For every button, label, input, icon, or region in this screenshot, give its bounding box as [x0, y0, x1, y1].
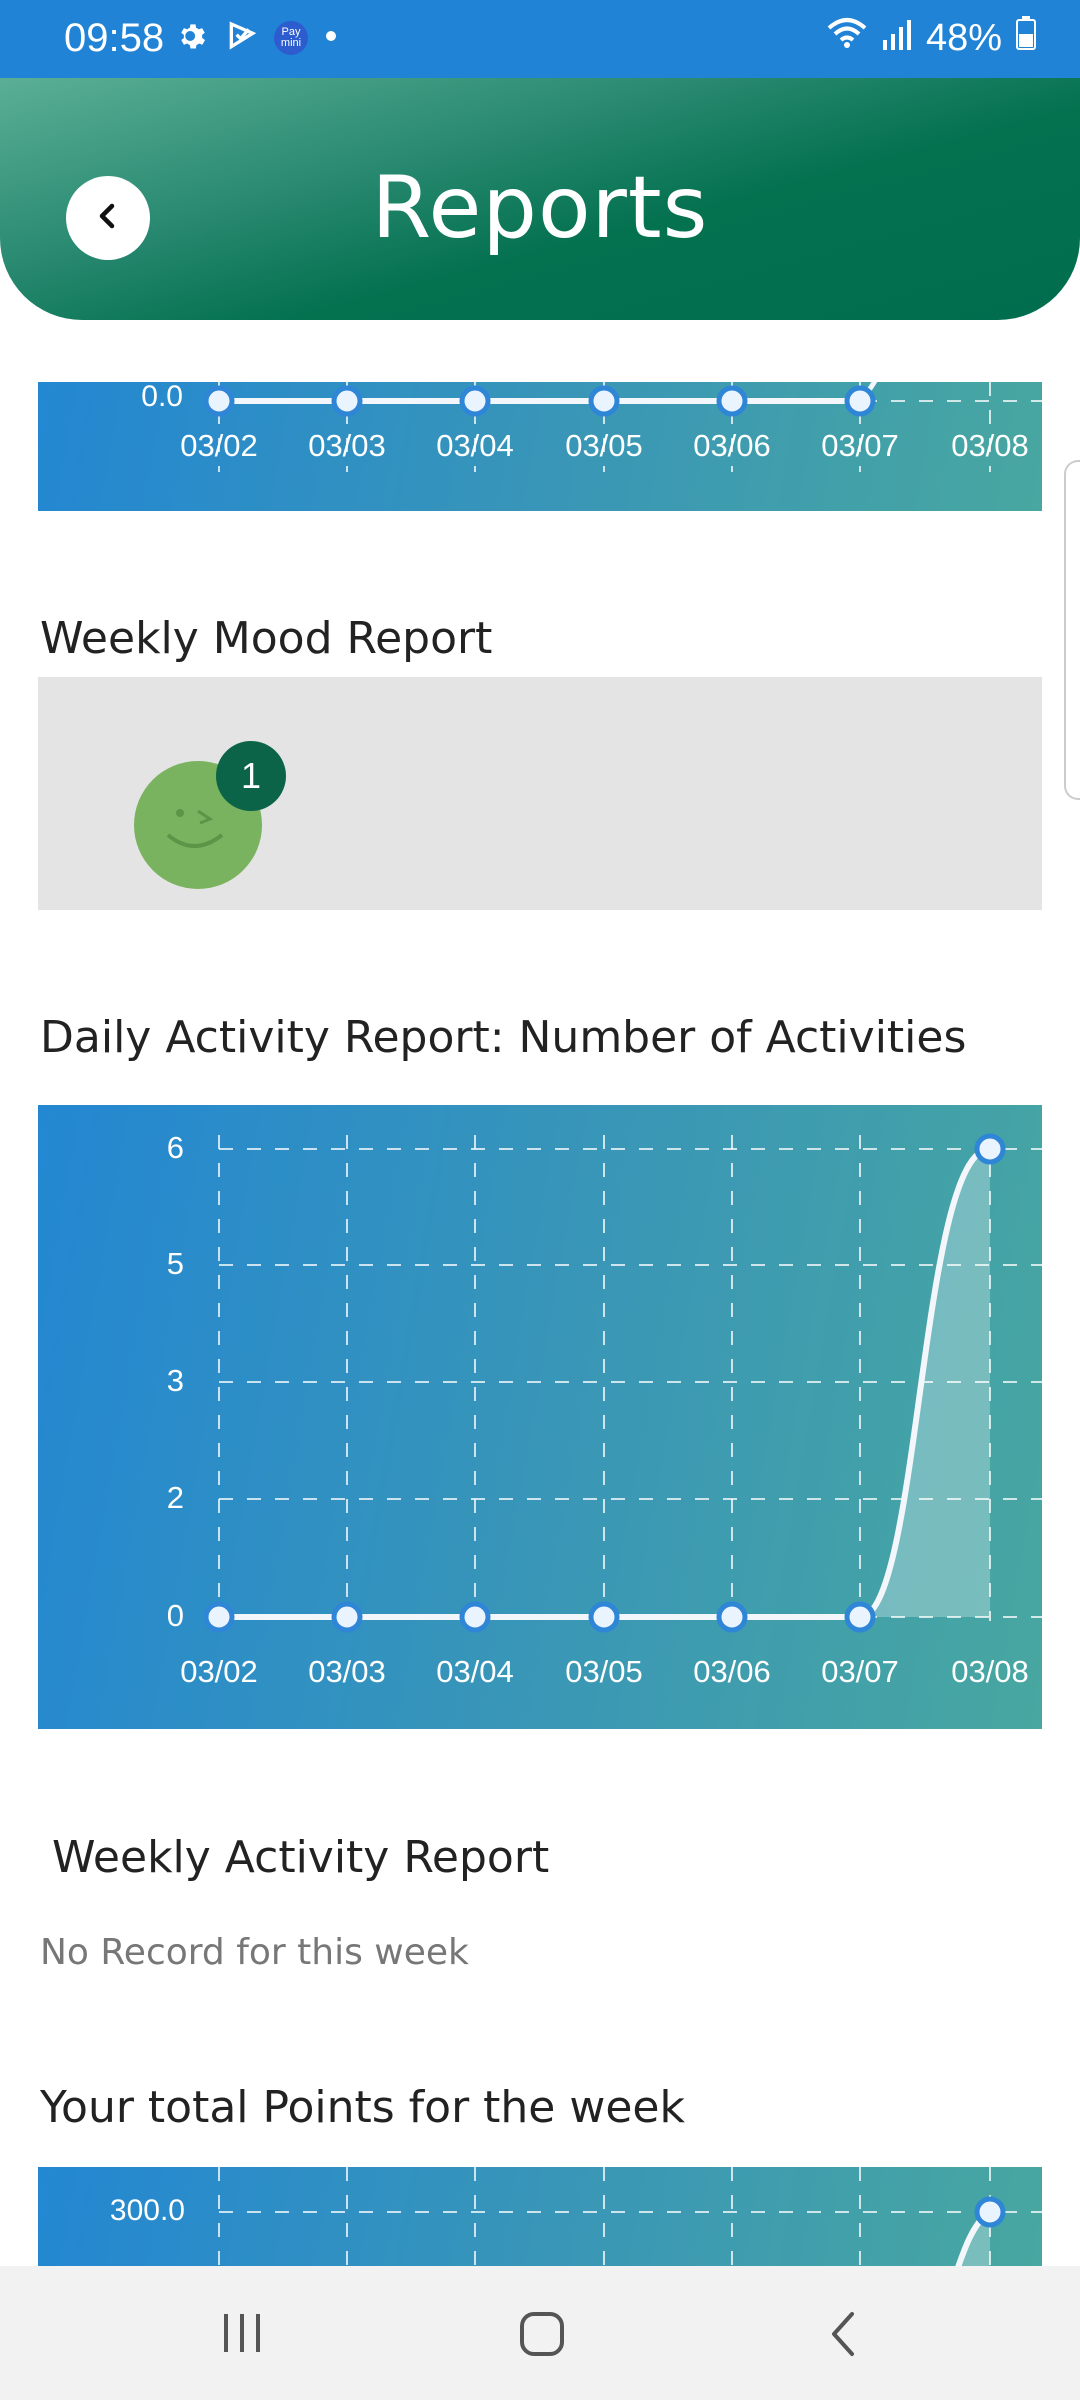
data-point	[459, 1601, 491, 1633]
x-tick-label: 03/04	[436, 1654, 514, 1689]
battery-icon	[1016, 16, 1036, 60]
points-chart: 300.0	[38, 2167, 1042, 2266]
top-line-chart: 0.0 03/02 03/03 03/04 03/05 03/06 03/07 03/08	[38, 382, 1042, 511]
data-point	[203, 1601, 235, 1633]
back-button[interactable]	[66, 176, 150, 260]
y-tick-label: 0.0	[141, 382, 183, 413]
weekly-activity-title: Weekly Activity Report	[52, 1832, 550, 1883]
battery-label: 48%	[925, 16, 1002, 59]
data-point	[716, 385, 748, 417]
signal-icon	[882, 17, 912, 60]
daily-activity-chart-svg: 6 5 3 2 0 03/02 03/03 03/04 03/05 03/06 03/07 03/08	[167, 1130, 1042, 1689]
x-tick-label: 03/03	[308, 428, 386, 463]
navigation-bar	[0, 2266, 1080, 2400]
data-point	[588, 1601, 620, 1633]
data-point	[588, 385, 620, 417]
daily-activity-title: Daily Activity Report: Number of Activit…	[40, 1012, 967, 1063]
top-line-chart-svg: 0.0 03/02 03/03 03/04 03/05 03/06 03/07 03/08	[141, 382, 1042, 472]
side-scroll-handle[interactable]	[1064, 460, 1080, 800]
wifi-icon	[826, 16, 868, 60]
data-point	[844, 1601, 876, 1633]
y-tick-label: 6	[167, 1130, 184, 1165]
check-flag-icon	[226, 20, 258, 57]
daily-activity-chart: 6 5 3 2 0 03/02 03/03 03/04 03/05 03/06 03/07 03/08	[38, 1105, 1042, 1729]
points-title: Your total Points for the week	[40, 2082, 685, 2133]
y-tick-label: 5	[167, 1246, 184, 1281]
area-fill	[860, 1149, 990, 1617]
x-tick-label: 03/04	[436, 428, 514, 463]
data-point	[331, 385, 363, 417]
x-tick-label: 03/06	[693, 428, 771, 463]
y-tick-label: 2	[167, 1480, 184, 1515]
data-point	[974, 1133, 1006, 1165]
recent-apps-icon[interactable]	[218, 2312, 266, 2361]
gear-icon	[176, 19, 210, 58]
data-point	[716, 1601, 748, 1633]
home-icon[interactable]	[518, 2310, 566, 2363]
pay-mini-icon: Pay mini	[274, 21, 308, 55]
y-tick-label: 3	[167, 1363, 184, 1398]
x-tick-label: 03/05	[565, 428, 643, 463]
series-line	[859, 1146, 991, 1620]
app-header: Reports	[0, 78, 1080, 320]
x-tick-label: 03/02	[180, 1654, 258, 1689]
x-tick-label: 03/05	[565, 1654, 643, 1689]
mood-count-badge: 1	[216, 741, 286, 811]
page-title: Reports	[371, 158, 709, 258]
back-icon[interactable]	[826, 2310, 862, 2363]
x-tick-label: 03/03	[308, 1654, 386, 1689]
mood-report-panel: 1	[38, 677, 1042, 910]
x-tick-label: 03/07	[821, 428, 899, 463]
chevron-left-icon	[91, 199, 125, 238]
data-point	[331, 1601, 363, 1633]
data-point	[844, 385, 876, 417]
data-point	[459, 385, 491, 417]
status-time: 09:58	[64, 16, 165, 60]
x-tick-label: 03/02	[180, 428, 258, 463]
mood-report-title: Weekly Mood Report	[40, 613, 493, 664]
x-tick-label: 03/06	[693, 1654, 771, 1689]
data-point	[203, 385, 235, 417]
y-tick-label: 300.0	[110, 2194, 185, 2227]
weekly-activity-empty-text: No Record for this week	[40, 1932, 469, 1973]
status-bar: 09:58 Pay mini 48%	[0, 0, 1080, 78]
y-tick-label: 0	[167, 1598, 184, 1633]
x-tick-label: 03/07	[821, 1654, 899, 1689]
points-chart-svg: 300.0	[110, 2167, 1042, 2266]
data-point	[974, 2196, 1006, 2228]
x-tick-label: 03/08	[951, 1654, 1029, 1689]
dot-icon	[324, 29, 338, 48]
x-tick-label: 03/08	[951, 428, 1029, 463]
